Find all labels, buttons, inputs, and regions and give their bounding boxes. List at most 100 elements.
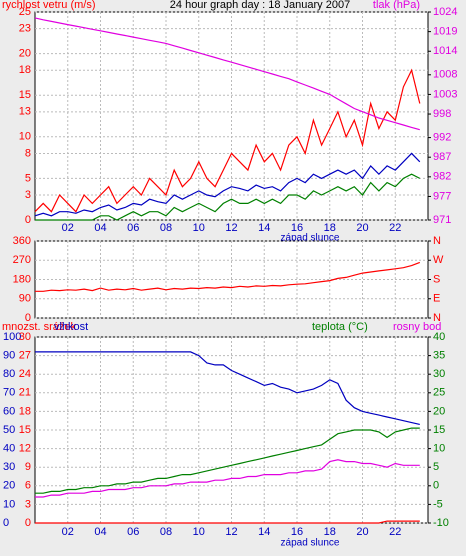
y3-tick-label: 18 bbox=[19, 405, 31, 417]
x-tick-label: 08 bbox=[160, 222, 172, 234]
y3-tick-label: 9 bbox=[25, 461, 31, 473]
y3-tick-label: 6 bbox=[25, 480, 31, 492]
y2-tick-label: 10 bbox=[433, 443, 445, 455]
y-tick-label: 360 bbox=[13, 235, 31, 247]
y2-tick-label: 35 bbox=[433, 350, 445, 362]
x-tick-label: 16 bbox=[291, 222, 303, 234]
y-tick-label: 20 bbox=[3, 480, 15, 492]
series-line bbox=[35, 427, 420, 494]
y2-tick-label: 30 bbox=[433, 368, 445, 380]
y-tick-label: 0 bbox=[25, 312, 31, 324]
y2-tick-label: 1024 bbox=[433, 6, 457, 18]
y-tick-label: 90 bbox=[19, 293, 31, 305]
y2-tick-label: W bbox=[433, 254, 444, 266]
x-tick-label: 20 bbox=[356, 526, 368, 538]
y-tick-label: 70 bbox=[3, 387, 15, 399]
y-tick-label: 40 bbox=[3, 443, 15, 455]
x-tick-label: 06 bbox=[127, 222, 139, 234]
x-tick-label: 02 bbox=[62, 526, 74, 538]
x-tick-label: 12 bbox=[225, 222, 237, 234]
y-tick-label: 30 bbox=[3, 461, 15, 473]
y2-tick-label: N bbox=[433, 235, 441, 247]
y-tick-label: 270 bbox=[13, 254, 31, 266]
x-tick-label: 06 bbox=[127, 526, 139, 538]
chart-title: 24 hour graph day : 18 January 2007 bbox=[170, 0, 350, 11]
y-tick-label: 3 bbox=[25, 189, 31, 201]
x-tick-label: 04 bbox=[94, 526, 106, 538]
y2-tick-label: 1014 bbox=[433, 45, 457, 57]
y-tick-label: 20 bbox=[19, 48, 31, 60]
y-tick-label: 18 bbox=[19, 64, 31, 76]
y-tick-label: 50 bbox=[3, 424, 15, 436]
y2-tick-label: 998 bbox=[433, 108, 451, 120]
series-line bbox=[34, 17, 420, 131]
series-line bbox=[34, 68, 421, 213]
y2-tick-label: 987 bbox=[433, 151, 451, 163]
y2-tick-label: 992 bbox=[433, 131, 451, 143]
y-tick-label: 8 bbox=[25, 147, 31, 159]
x-tick-label: 18 bbox=[324, 222, 336, 234]
x-tick-label: 10 bbox=[193, 222, 205, 234]
y-tick-label: 10 bbox=[19, 131, 31, 143]
y-tick-label: 60 bbox=[3, 405, 15, 417]
y-tick-label: 100 bbox=[3, 331, 21, 343]
x-tick-label: 08 bbox=[160, 526, 172, 538]
legend-entry: teplota (°C) bbox=[312, 321, 368, 333]
x-tick-label: 22 bbox=[389, 526, 401, 538]
y2-tick-label: 1003 bbox=[433, 88, 457, 100]
y3-tick-label: 12 bbox=[19, 443, 31, 455]
y-tick-label: 15 bbox=[19, 89, 31, 101]
y2-tick-label: -10 bbox=[433, 517, 449, 529]
y-tick-label: 180 bbox=[13, 273, 31, 285]
y2-tick-label: 20 bbox=[433, 405, 445, 417]
y2-tick-label: S bbox=[433, 273, 440, 285]
y2-tick-label: 25 bbox=[433, 387, 445, 399]
legend-entry: mnozst. srážek bbox=[2, 321, 76, 333]
y-tick-label: 23 bbox=[19, 23, 31, 35]
x-tick-label: 18 bbox=[324, 526, 336, 538]
y2-tick-label: 0 bbox=[433, 480, 439, 492]
y2-tick-label: N bbox=[433, 312, 441, 324]
annotation: západ slunce bbox=[281, 538, 340, 549]
y-tick-label: 90 bbox=[3, 350, 15, 362]
y3-tick-label: 15 bbox=[19, 424, 31, 436]
series-line bbox=[35, 261, 421, 292]
series-line bbox=[35, 459, 420, 498]
y3-tick-label: 21 bbox=[19, 387, 31, 399]
x-tick-label: 04 bbox=[94, 222, 106, 234]
y2-tick-label: 15 bbox=[433, 424, 445, 436]
y-tick-label: 0 bbox=[25, 214, 31, 226]
y3-tick-label: 3 bbox=[25, 498, 31, 510]
y2-tick-label: 982 bbox=[433, 171, 451, 183]
y3-tick-label: 0 bbox=[25, 517, 31, 529]
annotation: západ slunce bbox=[281, 233, 340, 244]
x-tick-label: 12 bbox=[225, 526, 237, 538]
x-tick-label: 10 bbox=[193, 526, 205, 538]
y-axis-label: rychlost vetru (m/s) bbox=[2, 0, 96, 11]
series-line bbox=[35, 520, 420, 524]
y-tick-label: 80 bbox=[3, 368, 15, 380]
y2-tick-label: 40 bbox=[433, 331, 445, 343]
legend-entry: rosny bod bbox=[393, 321, 441, 333]
y2-tick-label: 971 bbox=[433, 214, 451, 226]
y2-tick-label: 1019 bbox=[433, 26, 457, 38]
y3-tick-label: 27 bbox=[19, 350, 31, 362]
y2-axis-label: tlak (hPa) bbox=[373, 0, 420, 11]
y-tick-label: 0 bbox=[3, 517, 9, 529]
x-tick-label: 16 bbox=[291, 526, 303, 538]
legend-entry: vlhkost bbox=[54, 321, 88, 333]
y2-tick-label: 977 bbox=[433, 190, 451, 202]
y2-tick-label: 5 bbox=[433, 461, 439, 473]
series-line bbox=[35, 173, 421, 221]
y-tick-label: 10 bbox=[3, 498, 15, 510]
y2-tick-label: E bbox=[433, 293, 440, 305]
y2-tick-label: 1008 bbox=[433, 69, 457, 81]
series-line bbox=[35, 351, 420, 425]
x-tick-label: 14 bbox=[258, 222, 270, 234]
y3-tick-label: 24 bbox=[19, 368, 31, 380]
x-tick-label: 20 bbox=[356, 222, 368, 234]
x-tick-label: 02 bbox=[62, 222, 74, 234]
x-tick-label: 14 bbox=[258, 526, 270, 538]
x-tick-label: 22 bbox=[389, 222, 401, 234]
